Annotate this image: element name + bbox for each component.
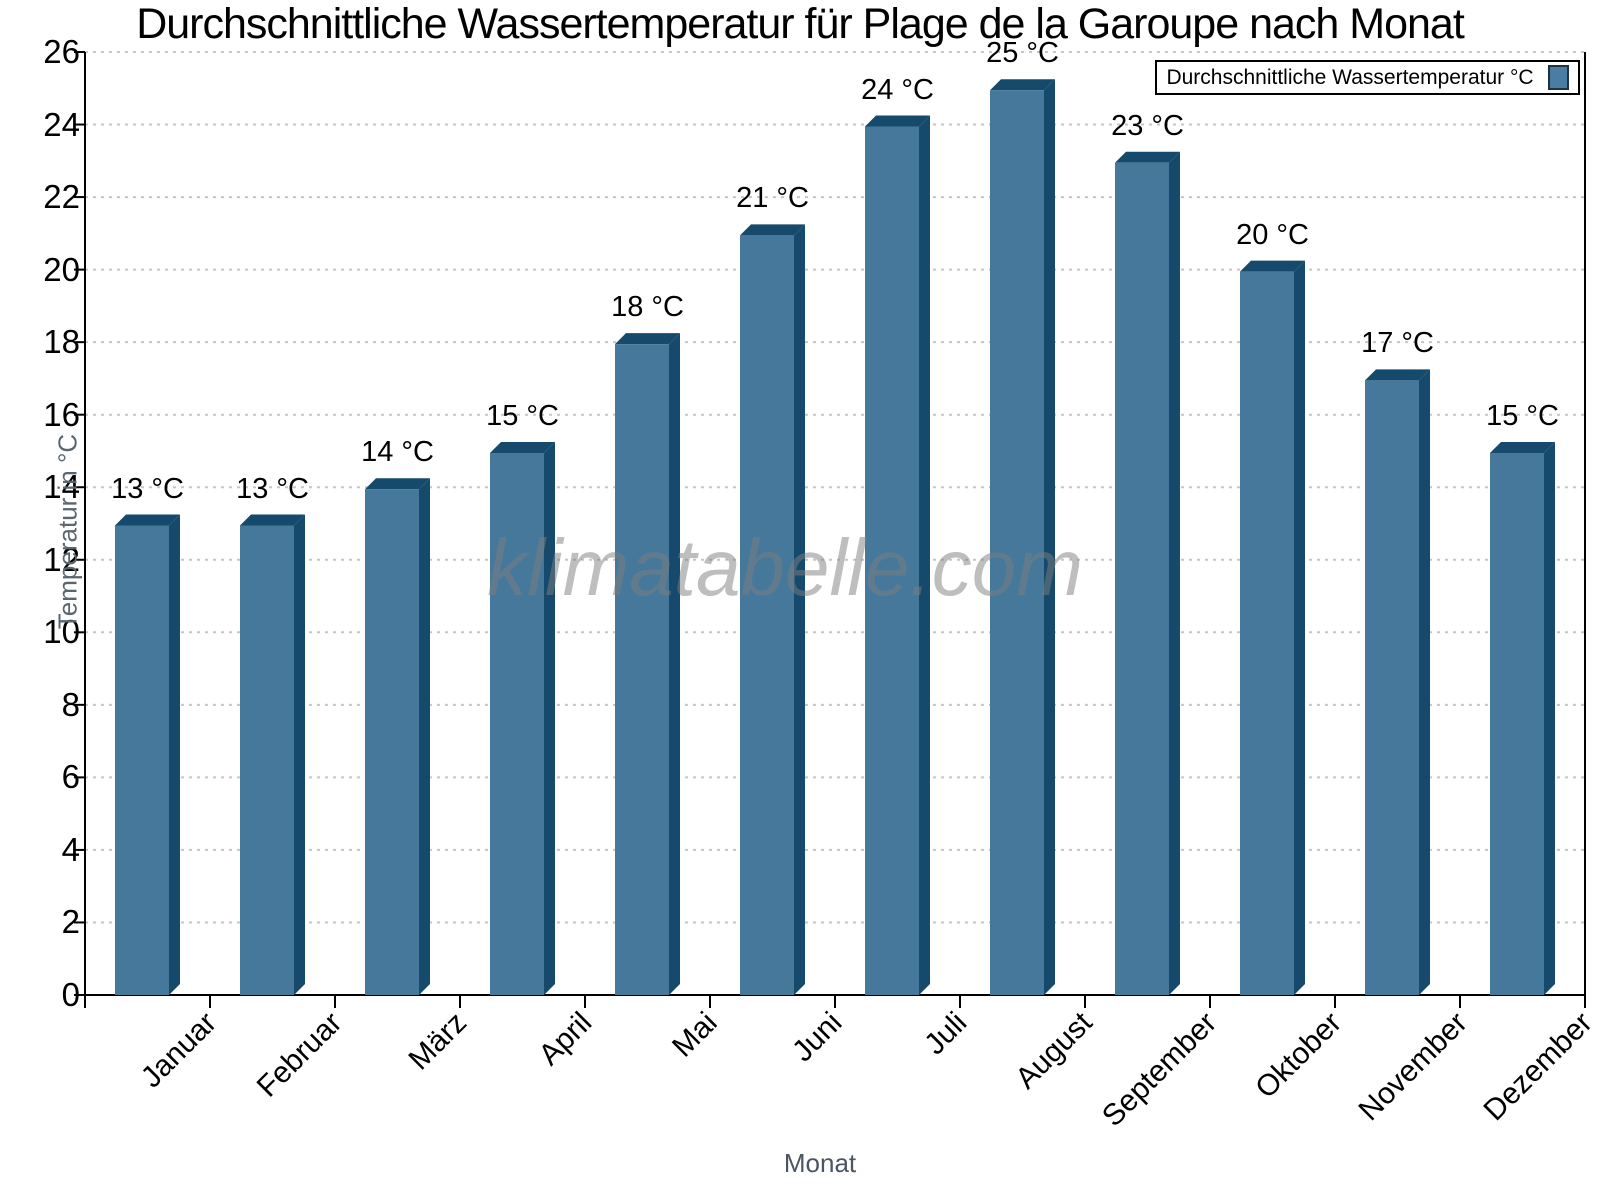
bar-front: [1365, 380, 1419, 995]
y-tick-label: 10: [43, 613, 80, 651]
bar-value-label: 25 °C: [986, 37, 1059, 70]
bar-value-label: 15 °C: [486, 399, 559, 432]
bar-side: [919, 115, 930, 996]
bar: [1490, 441, 1555, 995]
y-axis-title: Temperatur in °C: [52, 433, 83, 630]
y-tick-label: 16: [43, 395, 80, 433]
bar-front: [240, 525, 294, 995]
y-tick-label: 26: [43, 33, 80, 70]
bar: [615, 333, 680, 996]
bar-top: [1365, 369, 1430, 381]
bar-side: [419, 478, 430, 995]
bar-side: [1044, 79, 1055, 996]
bar: [1240, 260, 1305, 996]
bar-value-label: 17 °C: [1361, 327, 1434, 360]
legend: Durchschnittliche Wassertemperatur °C: [1155, 60, 1580, 95]
bar-value-label: 13 °C: [236, 472, 309, 505]
bar-front: [1240, 271, 1294, 996]
bar-top: [490, 441, 555, 453]
bar-front: [740, 235, 794, 995]
bar-top: [615, 333, 680, 345]
bar-front: [865, 126, 919, 996]
bar-top: [365, 478, 430, 490]
bar-value-label: 15 °C: [1486, 399, 1559, 432]
bar-side: [794, 224, 805, 995]
bar: [240, 514, 305, 995]
bar-side: [1419, 369, 1430, 995]
bar-value-label: 20 °C: [1236, 218, 1309, 251]
bar-value-label: 13 °C: [111, 472, 184, 505]
x-axis-title: Monat: [783, 1148, 857, 1178]
bar: [990, 79, 1055, 996]
bar-side: [1544, 441, 1555, 995]
bar-side: [544, 441, 555, 995]
y-tick-label: 0: [61, 976, 80, 1013]
bar: [490, 441, 555, 995]
y-tick-label: 6: [61, 758, 80, 796]
y-tick-label: 14: [43, 468, 80, 506]
bar-value-label: 21 °C: [736, 182, 809, 215]
bar-top: [865, 115, 930, 127]
y-tick-label: 2: [61, 903, 80, 941]
bar-top: [1490, 441, 1555, 453]
bar-front: [365, 489, 419, 995]
bar-value-label: 23 °C: [1111, 109, 1184, 142]
bar-top: [990, 79, 1055, 91]
bar-front: [1115, 162, 1169, 996]
bar-value-label: 14 °C: [361, 436, 434, 469]
bar-top: [1115, 151, 1180, 163]
y-tick-label: 20: [43, 250, 80, 288]
y-tick-label: 18: [43, 323, 80, 361]
y-tick-label: 12: [43, 540, 80, 578]
legend-swatch-icon: [1547, 65, 1569, 90]
chart-title: Durchschnittliche Wassertemperatur für P…: [136, 0, 1465, 48]
bar: [865, 115, 930, 996]
bar-front: [1490, 452, 1544, 995]
bar-side: [169, 514, 180, 995]
legend-label: Durchschnittliche Wassertemperatur °C: [1166, 65, 1534, 89]
bar-value-label: 24 °C: [861, 73, 934, 106]
bar: [115, 514, 180, 995]
bar-top: [115, 514, 180, 526]
y-tick-label: 8: [61, 685, 80, 723]
bar-top: [240, 514, 305, 526]
bar-side: [294, 514, 305, 995]
bar-front: [115, 525, 169, 995]
bar: [740, 224, 805, 995]
bar-value-label: 18 °C: [611, 291, 684, 324]
y-tick-label: 22: [43, 178, 80, 216]
bar: [1115, 151, 1180, 996]
bar-side: [1169, 151, 1180, 996]
bar-front: [490, 452, 544, 995]
bar-front: [615, 344, 669, 996]
y-tick-label: 24: [43, 105, 80, 143]
bar-top: [1240, 260, 1305, 272]
bar-side: [1294, 260, 1305, 996]
bar-top: [740, 224, 805, 236]
bar: [1365, 369, 1430, 995]
y-tick-label: 4: [61, 830, 80, 868]
bar-front: [990, 90, 1044, 996]
bar: [365, 478, 430, 995]
bar-side: [669, 333, 680, 996]
